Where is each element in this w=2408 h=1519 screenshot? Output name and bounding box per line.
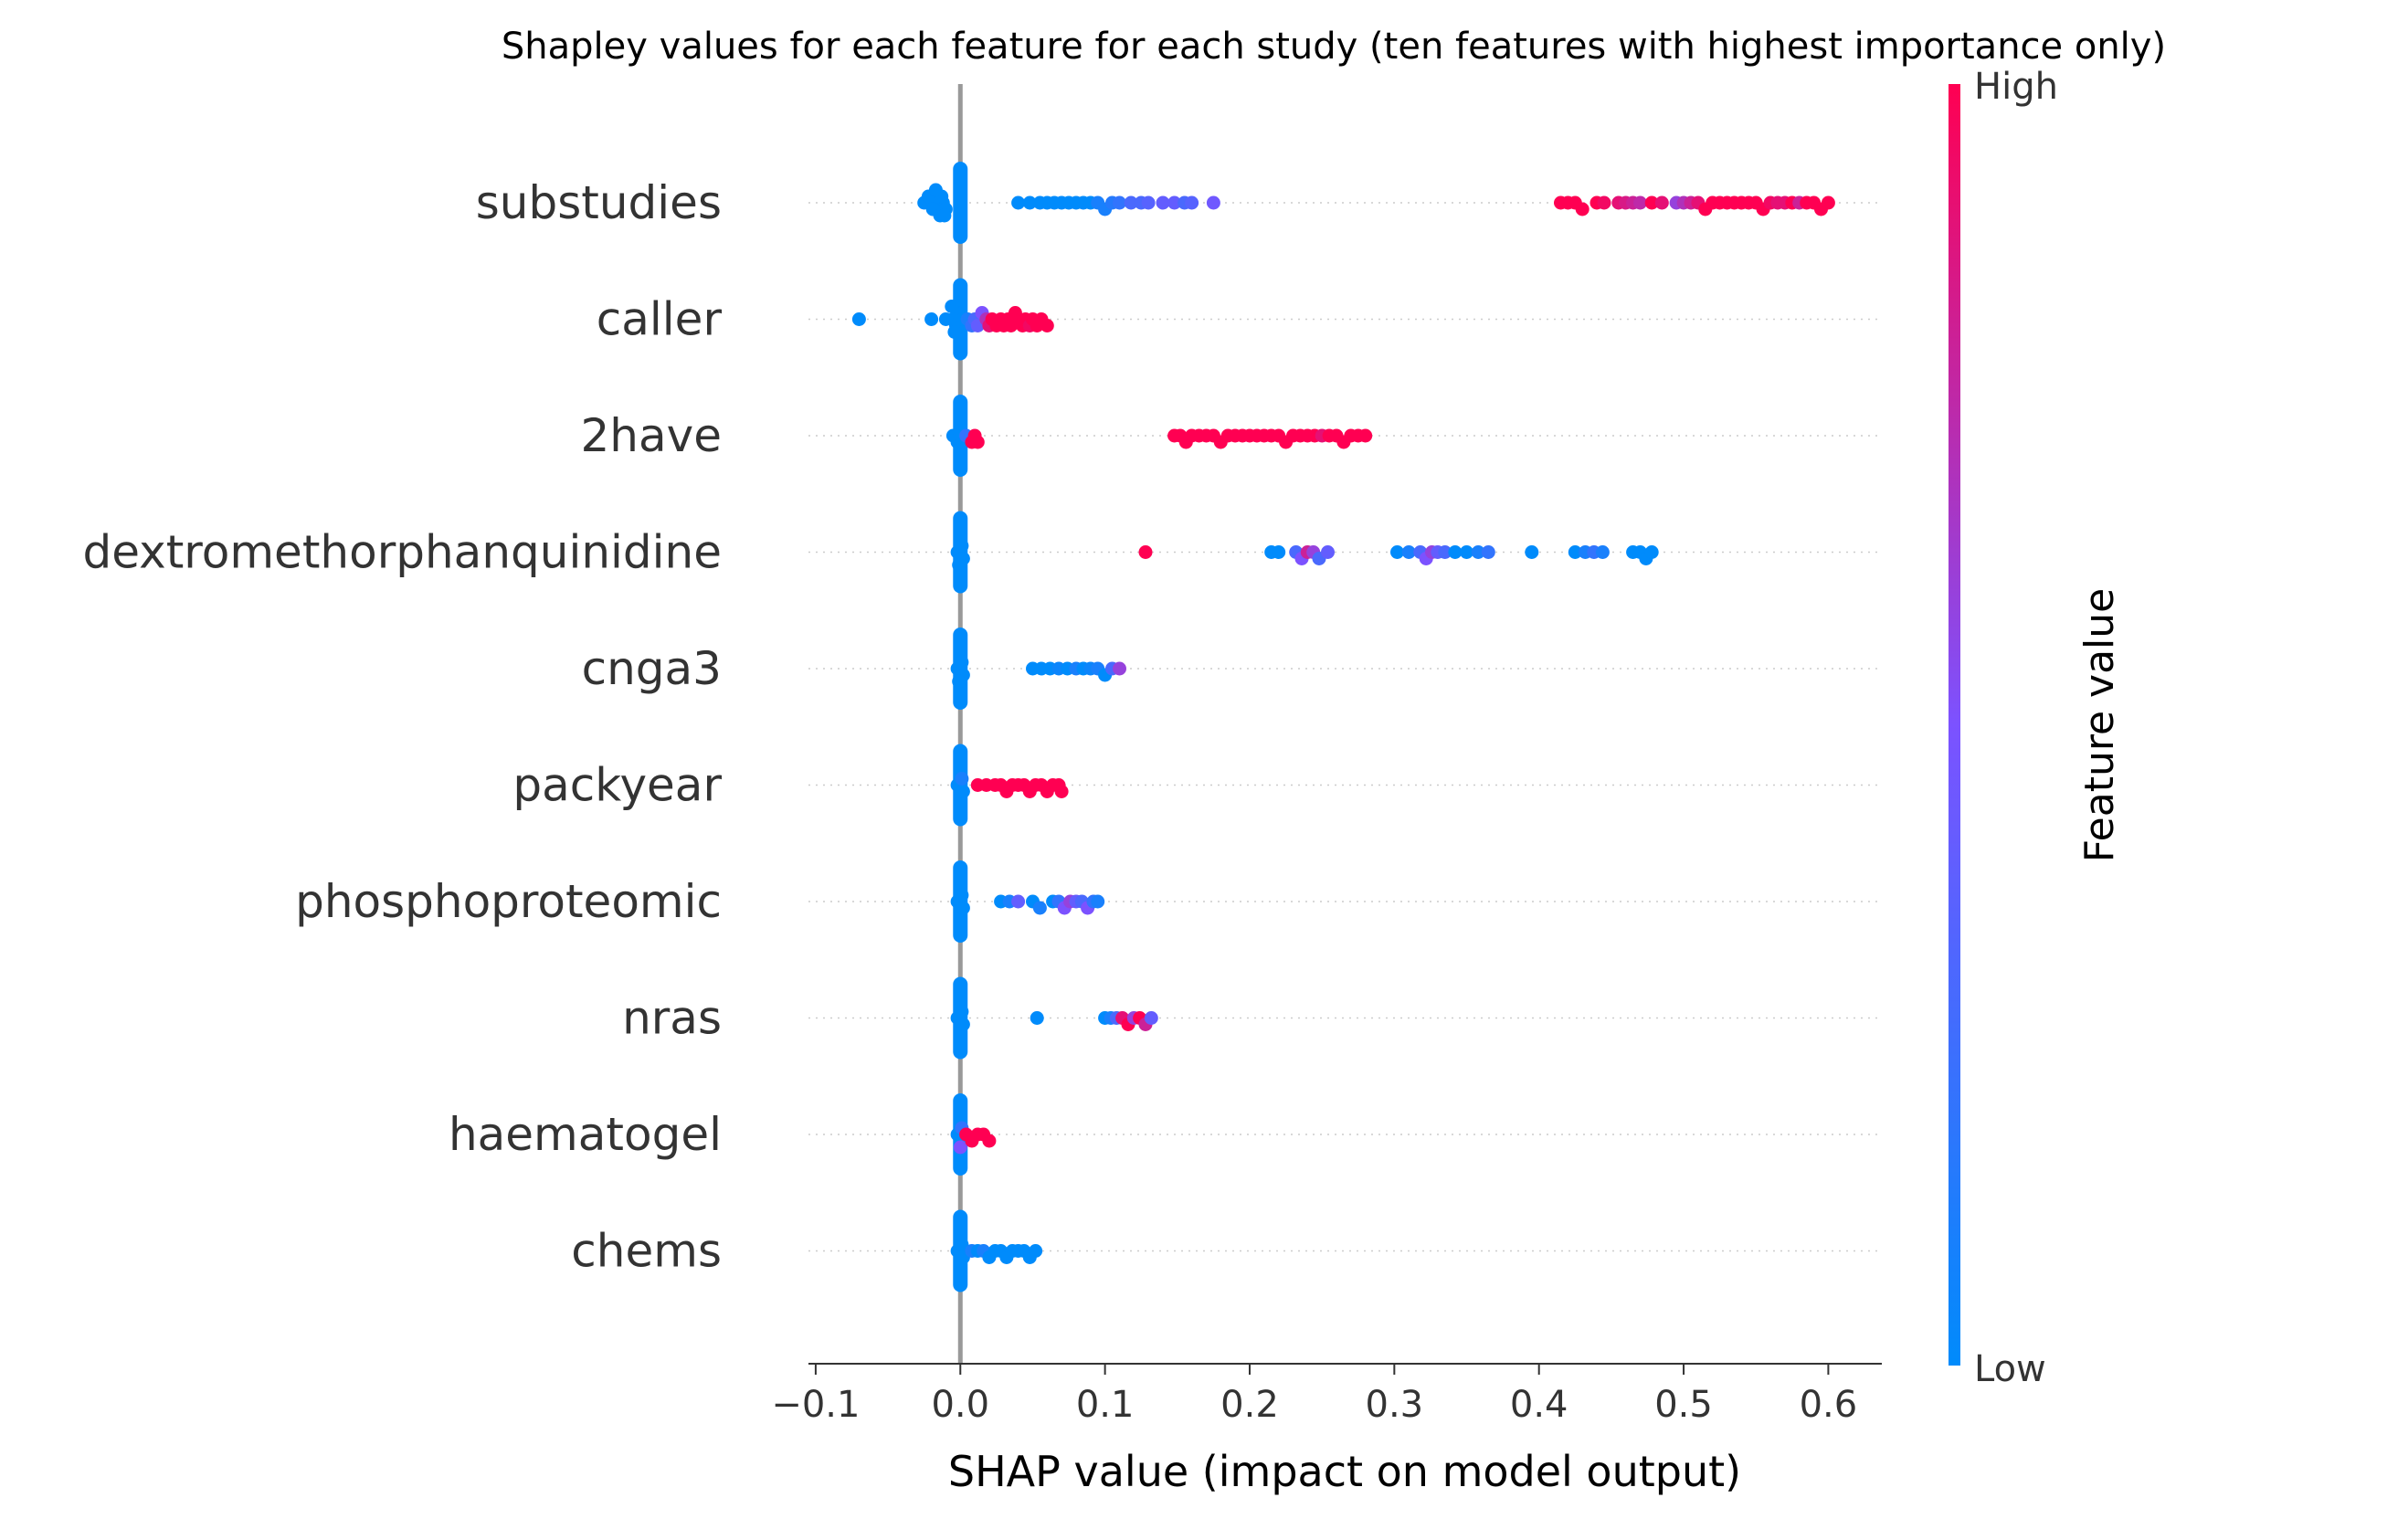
point-dextromethorphanquinidine-5 <box>1138 545 1153 559</box>
point-cnga3-16 <box>1113 661 1126 676</box>
feature-label-nras: nras <box>622 992 722 1045</box>
feature-label-phosphoproteomic: phosphoproteomic <box>295 875 722 928</box>
point-substudies-46 <box>1654 195 1669 210</box>
point-caller-7 <box>945 300 959 313</box>
point-chems-3 <box>955 1238 969 1251</box>
point-substudies-12 <box>937 208 952 223</box>
point-phosphoproteomic-6 <box>1011 894 1026 909</box>
feature-label-dextromethorphanquinidine: dextromethorphanquinidine <box>82 526 722 579</box>
x-tick-label-6: 0.5 <box>1654 1384 1713 1426</box>
point-packyear-18 <box>1054 785 1069 798</box>
point-phosphoproteomic-17 <box>1091 894 1105 909</box>
point-packyear-2 <box>956 785 970 798</box>
point-packyear-3 <box>955 772 969 786</box>
colorbar-low-label: Low <box>1974 1348 2046 1390</box>
point-substudies-30 <box>1156 195 1170 210</box>
colorbar-title: Feature value <box>2076 588 2123 862</box>
point-nras-4 <box>1030 1011 1044 1025</box>
point-dextromethorphanquinidine-29 <box>1595 545 1610 559</box>
point-substudies-38 <box>1575 202 1589 216</box>
point-2have-35 <box>1358 428 1373 443</box>
point-2have-7 <box>970 435 985 449</box>
chart-title: Shapley values for each feature for each… <box>502 26 2166 68</box>
point-dextromethorphanquinidine-14 <box>1390 545 1404 559</box>
point-dextromethorphanquinidine-26 <box>1568 545 1582 559</box>
point-substudies-29 <box>1141 195 1156 210</box>
point-dextromethorphanquinidine-23 <box>1471 545 1485 559</box>
x-tick-label-7: 0.6 <box>1800 1384 1858 1426</box>
point-haematogel-9 <box>982 1134 997 1148</box>
point-substudies-13 <box>1011 195 1026 210</box>
point-substudies-34 <box>1206 195 1220 210</box>
x-axis-label: SHAP value (impact on model output) <box>948 1447 1741 1496</box>
point-substudies-33 <box>1185 195 1199 210</box>
point-dextromethorphanquinidine-25 <box>1525 545 1539 559</box>
colorbar <box>1949 84 1960 1366</box>
colorbar-high-label: High <box>1974 66 2058 108</box>
feature-label-haematogel: haematogel <box>449 1108 722 1161</box>
point-nras-13 <box>1144 1011 1158 1025</box>
x-tick-label-3: 0.2 <box>1220 1384 1279 1426</box>
zero-cluster-substudies <box>953 162 968 244</box>
point-phosphoproteomic-2 <box>956 901 970 915</box>
point-substudies-31 <box>1167 195 1182 210</box>
feature-label-2have: 2have <box>581 409 723 462</box>
point-haematogel-4 <box>953 1140 967 1155</box>
point-dextromethorphanquinidine-13 <box>1321 545 1335 559</box>
x-tick-label-1: 0.0 <box>931 1384 989 1426</box>
point-substudies-14 <box>1022 195 1037 210</box>
x-tick-label-0: −0.1 <box>771 1384 860 1426</box>
point-nras-2 <box>956 1018 970 1031</box>
point-dextromethorphanquinidine-33 <box>1644 545 1659 559</box>
point-dextromethorphanquinidine-4 <box>952 558 966 572</box>
x-axis-ticks: −0.1 0.0 0.1 0.2 0.3 0.4 0.5 0.6 <box>771 1364 1857 1426</box>
point-dextromethorphanquinidine-7 <box>1272 545 1286 559</box>
feature-label-chems: chems <box>571 1225 722 1278</box>
point-dextromethorphanquinidine-24 <box>1481 545 1495 559</box>
x-tick-label-5: 0.4 <box>1510 1384 1568 1426</box>
point-chems-15 <box>1029 1244 1043 1258</box>
point-phosphoproteomic-8 <box>1032 901 1047 915</box>
point-caller-1 <box>924 312 939 326</box>
x-tick-label-4: 0.3 <box>1366 1384 1424 1426</box>
point-dextromethorphanquinidine-3 <box>955 539 969 553</box>
point-substudies-45 <box>1644 195 1659 210</box>
point-substudies-40 <box>1597 195 1611 210</box>
point-cnga3-3 <box>955 655 969 670</box>
feature-label-cnga3: cnga3 <box>582 642 722 695</box>
point-substudies-44 <box>1633 195 1647 210</box>
point-phosphoproteomic-3 <box>955 888 969 902</box>
feature-label-packyear: packyear <box>512 759 722 812</box>
point-substudies-68 <box>1821 195 1835 210</box>
point-caller-30 <box>1040 319 1054 332</box>
shap-points <box>851 162 1835 1292</box>
point-dextromethorphanquinidine-20 <box>1438 545 1452 559</box>
point-substudies-11 <box>928 183 943 197</box>
point-substudies-27 <box>1124 195 1138 210</box>
feature-grid-lines <box>808 202 1882 1252</box>
point-dextromethorphanquinidine-15 <box>1401 545 1416 559</box>
point-cnga3-4 <box>952 674 966 689</box>
x-tick-label-2: 0.1 <box>1076 1384 1135 1426</box>
feature-label-substudies: substudies <box>476 176 722 229</box>
point-dextromethorphanquinidine-21 <box>1448 545 1463 559</box>
point-caller-6 <box>947 325 962 339</box>
point-caller-0 <box>851 312 866 326</box>
feature-labels: substudies caller 2have dextromethorphanqui… <box>82 176 722 1278</box>
point-substudies-26 <box>1113 195 1126 210</box>
point-nras-3 <box>955 1005 969 1018</box>
point-dextromethorphanquinidine-22 <box>1460 545 1473 559</box>
feature-label-caller: caller <box>597 293 723 346</box>
